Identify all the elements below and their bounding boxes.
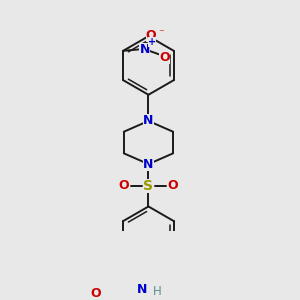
- Text: +: +: [148, 38, 156, 47]
- Text: N: N: [137, 283, 148, 296]
- Text: O: O: [159, 50, 170, 64]
- Text: N: N: [140, 43, 150, 56]
- Text: O: O: [91, 287, 101, 300]
- Text: S: S: [143, 179, 154, 193]
- Text: ⁻: ⁻: [159, 28, 165, 38]
- Text: N: N: [143, 115, 154, 128]
- Text: O: O: [118, 179, 129, 192]
- Text: N: N: [143, 158, 154, 171]
- Text: H: H: [153, 285, 162, 298]
- Text: O: O: [168, 179, 178, 192]
- Text: O: O: [146, 29, 156, 42]
